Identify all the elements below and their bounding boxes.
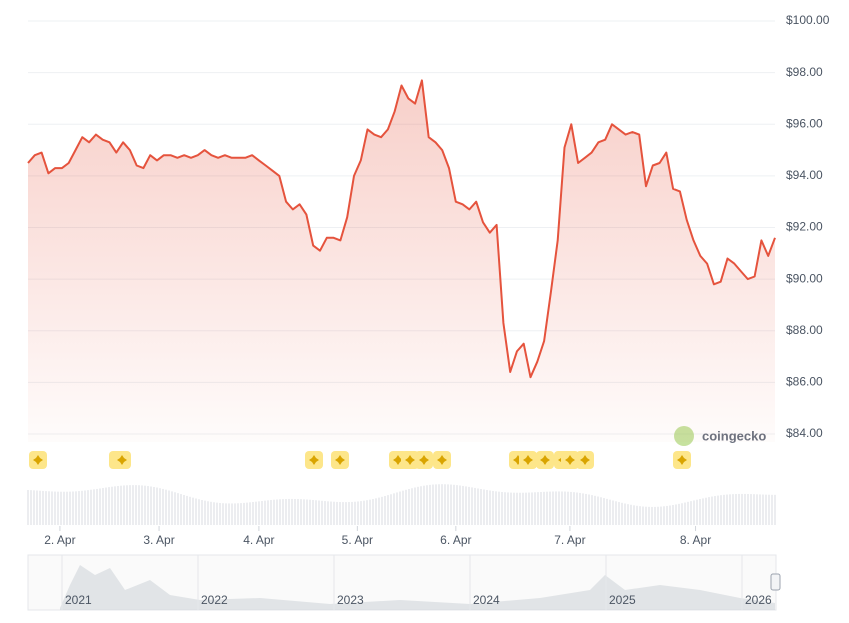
y-tick-label: $98.00	[786, 65, 823, 79]
event-icon	[565, 455, 575, 465]
y-tick-label: $100.00	[786, 13, 830, 27]
event-icon	[33, 455, 43, 465]
event-icon	[437, 455, 447, 465]
navigator-handle[interactable]	[770, 573, 781, 591]
navigator-label: 2021	[65, 593, 92, 607]
y-tick-label: $92.00	[786, 220, 823, 234]
navigator-label: 2025	[609, 593, 636, 607]
area	[28, 80, 775, 443]
event-icon	[580, 455, 590, 465]
x-tick-label: 8. Apr	[680, 533, 711, 547]
volume-band	[27, 484, 776, 525]
event-icon	[540, 455, 550, 465]
event-icon	[393, 455, 403, 465]
event-icon	[523, 455, 533, 465]
navigator-label: 2024	[473, 593, 500, 607]
event-icon	[677, 455, 687, 465]
y-tick-label: $88.00	[786, 323, 823, 337]
y-tick-label: $90.00	[786, 271, 823, 285]
y-tick-label: $84.00	[786, 426, 823, 440]
navigator-series	[60, 565, 775, 610]
y-tick-label: $94.00	[786, 168, 823, 182]
navigator-label: 2026	[745, 593, 772, 607]
navigator-label: 2023	[337, 593, 364, 607]
y-tick-label: $96.00	[786, 116, 823, 130]
x-tick-label: 6. Apr	[440, 533, 471, 547]
event-icon	[405, 455, 415, 465]
event-icon	[309, 455, 319, 465]
x-tick-label: 5. Apr	[342, 533, 373, 547]
x-tick-label: 4. Apr	[243, 533, 274, 547]
event-icon	[419, 455, 429, 465]
event-icon	[335, 455, 345, 465]
x-tick-label: 7. Apr	[554, 533, 585, 547]
event-icon	[513, 455, 523, 465]
x-tick-label: 2. Apr	[44, 533, 75, 547]
navigator-label: 2022	[201, 593, 228, 607]
event-markers	[29, 451, 691, 469]
event-icon	[117, 455, 127, 465]
price-line	[27, 79, 776, 379]
y-tick-label: $86.00	[786, 375, 823, 389]
x-tick-label: 3. Apr	[143, 533, 174, 547]
